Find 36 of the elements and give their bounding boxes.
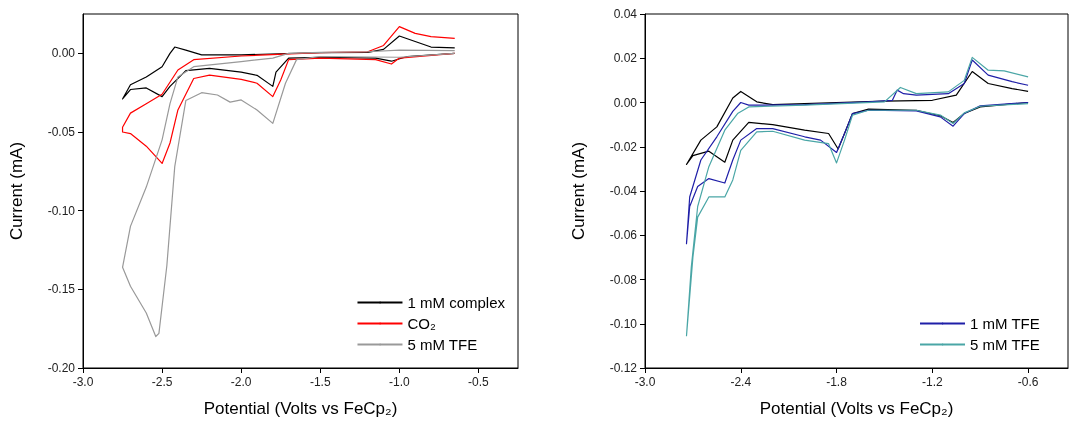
x-tick-label: -1.0 xyxy=(389,375,411,389)
legend-label: 5 mM TFE xyxy=(407,336,478,353)
legend-label: 1 mM complex xyxy=(407,294,506,311)
y-tick-label: -0.15 xyxy=(47,282,76,297)
y-tick-label: -0.10 xyxy=(609,316,638,331)
y-tick-label: -0.08 xyxy=(609,272,638,287)
legend-label: 5 mM TFE xyxy=(970,336,1040,353)
y-tick-label: 0.00 xyxy=(51,46,76,61)
y-tick-label: 0.02 xyxy=(613,51,638,66)
line-series xyxy=(685,59,1029,245)
y-tick-label: -0.04 xyxy=(609,184,638,198)
x-tick-label: -3.0 xyxy=(72,375,94,389)
legend-label: CO₂ xyxy=(407,315,436,332)
x-tick-label: -1.5 xyxy=(309,375,331,389)
y-tick-label: -0.05 xyxy=(47,125,76,139)
x-tick-label: -2.5 xyxy=(151,375,173,389)
x-axis-title: Potential (Volts vs FeCp₂) xyxy=(203,399,398,418)
line-series xyxy=(121,25,456,165)
x-tick-label: -2.0 xyxy=(230,375,252,389)
y-tick-label: -0.12 xyxy=(609,361,638,375)
x-tick-label: -1.2 xyxy=(921,375,943,389)
x-axis-title: Potential (Volts vs FeCp₂) xyxy=(759,399,954,418)
y-axis-title: Current (mA) xyxy=(7,141,26,241)
y-tick-label: 0.00 xyxy=(613,95,638,110)
y-tick-label: -0.20 xyxy=(47,361,76,375)
y-tick-label: 0.04 xyxy=(613,7,638,21)
x-tick-label: -0.6 xyxy=(1017,375,1039,389)
y-tick-label: -0.02 xyxy=(609,139,638,154)
x-tick-label: -3.0 xyxy=(634,375,656,389)
x-tick-label: -2.4 xyxy=(730,375,752,389)
y-axis-title: Current (mA) xyxy=(569,141,588,241)
y-tick-label: -0.06 xyxy=(609,228,638,243)
y-tick-label: -0.10 xyxy=(47,203,76,218)
legend-label: 1 mM TFE xyxy=(970,315,1040,332)
x-tick-label: -0.5 xyxy=(468,375,490,389)
x-tick-label: -1.8 xyxy=(826,375,848,389)
